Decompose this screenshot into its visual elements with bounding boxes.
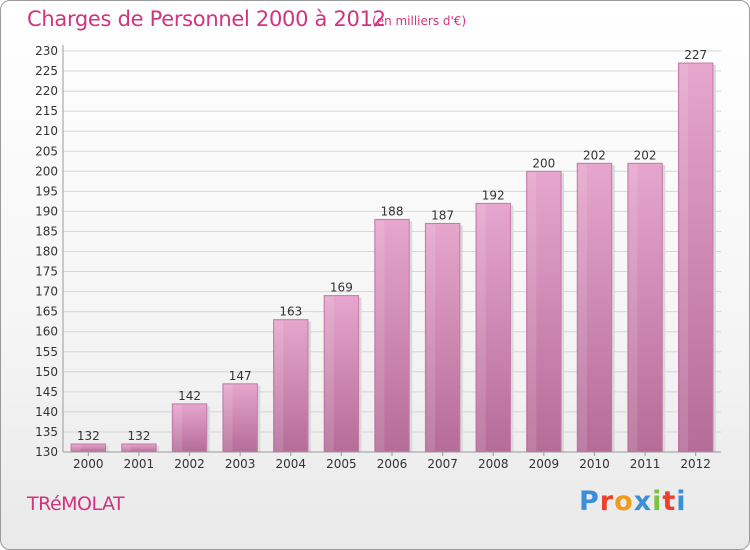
bar-2012	[677, 62, 714, 453]
bar-highlight	[477, 204, 486, 451]
data-label-2008: 192	[482, 188, 505, 202]
bar-2003	[222, 383, 258, 453]
data-label-2011: 202	[634, 148, 657, 162]
data-label-2003: 147	[229, 369, 252, 383]
y-tick-label: 185	[35, 224, 58, 238]
data-label-2012: 227	[684, 48, 707, 62]
logo-letter: x	[633, 486, 653, 517]
y-tick-label: 180	[35, 245, 58, 259]
bar-highlight	[173, 404, 182, 451]
y-tick-label: 195	[35, 184, 58, 198]
data-label-2006: 188	[381, 204, 404, 218]
logo-letter: i	[676, 486, 687, 517]
x-tick-label: 2001	[124, 457, 155, 471]
y-tick-label: 150	[35, 365, 58, 379]
y-tick-label: 200	[35, 164, 58, 178]
y-tick-label: 220	[35, 84, 58, 98]
logo-letter: o	[614, 486, 634, 517]
y-tick-label: 140	[35, 405, 58, 419]
bar-highlight	[375, 220, 385, 451]
data-label-2002: 142	[178, 389, 201, 403]
bars	[70, 62, 716, 453]
logo-letter: i	[652, 486, 663, 517]
x-tick-label: 2004	[275, 457, 306, 471]
bar-2009	[526, 170, 562, 453]
x-tick-label: 2003	[225, 457, 256, 471]
x-tick-label: 2006	[377, 457, 408, 471]
x-tick-label: 2007	[427, 457, 458, 471]
y-tick-label: 230	[35, 44, 58, 58]
data-label-2005: 169	[330, 281, 353, 295]
x-tick-label: 2008	[478, 457, 509, 471]
y-tick-label: 170	[35, 285, 58, 299]
y-tick-label: 175	[35, 265, 58, 279]
bar-highlight	[325, 296, 334, 451]
y-tick-label: 225	[35, 64, 58, 78]
bar-highlight	[122, 444, 132, 451]
x-tick-label: 2011	[630, 457, 661, 471]
data-label-2004: 163	[279, 305, 302, 319]
bar-highlight	[628, 164, 638, 451]
proxiti-logo: Proxiti	[579, 486, 687, 517]
x-tick-label: 2002	[174, 457, 205, 471]
chart-title: Charges de Personnel 2000 à 2012	[27, 7, 386, 31]
bar-2008	[475, 202, 511, 453]
logo-letter: P	[579, 486, 600, 517]
y-tick-label: 135	[35, 425, 58, 439]
bar-highlight	[274, 320, 284, 451]
data-label-2001: 132	[127, 429, 150, 443]
y-tick-label: 155	[35, 345, 58, 359]
bar-2004	[273, 319, 309, 453]
x-tick-label: 2012	[680, 457, 711, 471]
chart-subtitle: (en milliers d'€)	[372, 14, 467, 28]
bar-2007	[424, 222, 461, 453]
bar-highlight	[223, 384, 233, 451]
y-tick-label: 190	[35, 204, 58, 218]
y-tick-label: 210	[35, 124, 58, 138]
bar-highlight	[679, 64, 689, 451]
x-tick-label: 2000	[73, 457, 104, 471]
bar-2002	[171, 403, 208, 453]
place-name: TRéMOLAT	[27, 493, 125, 515]
bar-2006	[374, 218, 410, 453]
bar-highlight	[527, 172, 537, 452]
x-tick-label: 2009	[529, 457, 560, 471]
y-tick-label: 160	[35, 325, 58, 339]
data-label-2010: 202	[583, 148, 606, 162]
y-tick-label: 130	[35, 445, 58, 459]
data-label-2000: 132	[77, 429, 100, 443]
y-tick-label: 165	[35, 305, 58, 319]
y-tick-label: 215	[35, 104, 58, 118]
y-tick-label: 145	[35, 385, 58, 399]
logo-letter: t	[662, 486, 677, 517]
bar-highlight	[578, 164, 587, 451]
bar-highlight	[72, 444, 81, 451]
data-label-2009: 200	[532, 156, 555, 170]
bar-2005	[323, 295, 360, 453]
x-tick-label: 2005	[326, 457, 357, 471]
axes: 130 135 140 145 150 155 160 165 170 175 180 185 190 1…	[35, 44, 721, 471]
logo-letter: r	[599, 486, 615, 517]
data-label-2007: 187	[431, 208, 454, 222]
y-tick-label: 205	[35, 144, 58, 158]
bar-2010	[576, 162, 613, 453]
bar-highlight	[426, 224, 436, 451]
x-tick-label: 2010	[579, 457, 610, 471]
